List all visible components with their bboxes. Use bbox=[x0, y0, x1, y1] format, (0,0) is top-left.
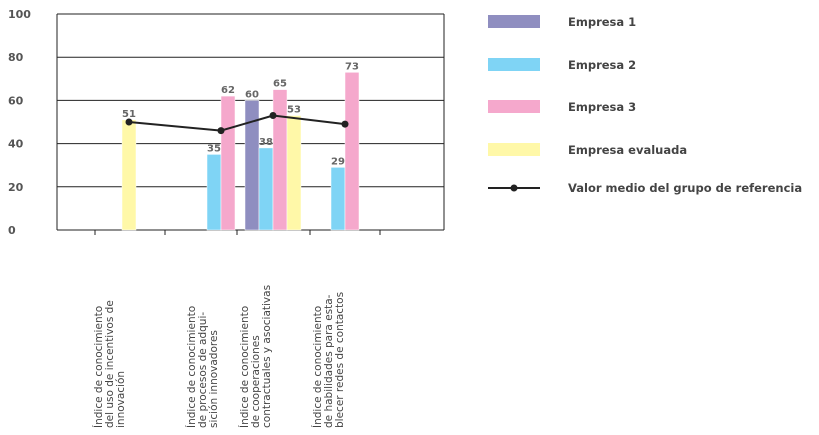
bars bbox=[121, 72, 360, 231]
y-tick-label: 60 bbox=[8, 94, 24, 107]
data-label-empresa-1: 60 bbox=[245, 89, 259, 100]
y-tick-label: 0 bbox=[8, 224, 16, 237]
bar-empresa-2 bbox=[330, 167, 346, 231]
reference-line bbox=[125, 112, 349, 135]
x-category-label: Índice de conocimiento del uso de incenti… bbox=[92, 300, 127, 428]
reference-line-path bbox=[128, 114, 346, 132]
legend-swatch-empresa-3 bbox=[488, 100, 540, 113]
x-category-label-line: del uso de incentivos de bbox=[104, 300, 116, 428]
data-label-empresa-evaluada: 51 bbox=[122, 109, 136, 120]
data-label-empresa-2: 38 bbox=[259, 137, 273, 148]
data-label-empresa-3: 62 bbox=[221, 85, 235, 96]
x-category-label-line: innovación bbox=[115, 371, 127, 428]
legend-swatch-empresa-2 bbox=[488, 58, 540, 71]
data-labels: 51 35 62 60 38 65 53 29 73 bbox=[122, 61, 359, 167]
data-label-empresa-2: 29 bbox=[331, 156, 345, 167]
x-category-label-line: Índice de conocimiento bbox=[185, 306, 198, 428]
legend-label: Valor medio del grupo de referencia bbox=[568, 181, 802, 195]
x-category-label-line: de cooperaciones bbox=[250, 335, 262, 428]
reference-point bbox=[269, 112, 277, 120]
legend-label: Empresa 2 bbox=[568, 58, 636, 72]
legend-label: Empresa evaluada bbox=[568, 143, 687, 157]
data-label-empresa-2: 35 bbox=[207, 143, 221, 154]
legend-label: Empresa 1 bbox=[568, 15, 636, 29]
y-tick-label: 40 bbox=[8, 138, 24, 151]
legend-swatch-empresa-1 bbox=[488, 15, 540, 28]
data-label-empresa-3: 65 bbox=[273, 79, 287, 90]
x-category-label-line: Índice de conocimiento bbox=[92, 306, 105, 428]
bar-empresa-evaluada bbox=[286, 115, 302, 231]
x-category-label-line: Índice de conocimiento bbox=[311, 306, 324, 428]
x-category-label-line: Índice de conocimiento bbox=[238, 306, 251, 428]
x-category-label-line: blecer redes de contactos bbox=[334, 292, 346, 428]
bar-empresa-2 bbox=[258, 147, 274, 231]
legend-swatch-point bbox=[510, 184, 518, 192]
x-category-label-line: contractuales y asociativas bbox=[261, 285, 273, 428]
x-category-label: Índice de conocimiento de habilidades par… bbox=[311, 292, 346, 428]
data-label-empresa-3: 73 bbox=[345, 61, 359, 72]
x-category-label: Índice de conocimiento de procesos de adq… bbox=[185, 306, 220, 428]
x-category-label-line: de procesos de adqui- bbox=[197, 312, 209, 428]
x-category-label-line: de habilidades para esta- bbox=[323, 294, 335, 428]
legend: Empresa 1 Empresa 2 Empresa 3 Empresa evalu… bbox=[488, 15, 802, 195]
bar-empresa-evaluada bbox=[121, 119, 137, 231]
reference-point bbox=[125, 118, 133, 126]
y-tick-label: 80 bbox=[8, 51, 24, 64]
legend-swatch-empresa-evaluada bbox=[488, 143, 540, 156]
bar-empresa-3 bbox=[220, 95, 236, 231]
legend-label: Empresa 3 bbox=[568, 100, 636, 114]
x-category-label-line: sición innovadores bbox=[208, 330, 220, 428]
bar-empresa-2 bbox=[206, 154, 222, 231]
x-category-label: Índice de conocimiento de cooperaciones co… bbox=[238, 285, 273, 428]
bar-empresa-3 bbox=[272, 89, 288, 231]
reference-point bbox=[217, 127, 225, 135]
bar-empresa-3 bbox=[344, 72, 360, 231]
y-tick-label: 20 bbox=[8, 181, 24, 194]
reference-point bbox=[341, 120, 349, 128]
data-label-empresa-evaluada: 53 bbox=[287, 105, 301, 116]
y-tick-label: 100 bbox=[8, 8, 31, 21]
